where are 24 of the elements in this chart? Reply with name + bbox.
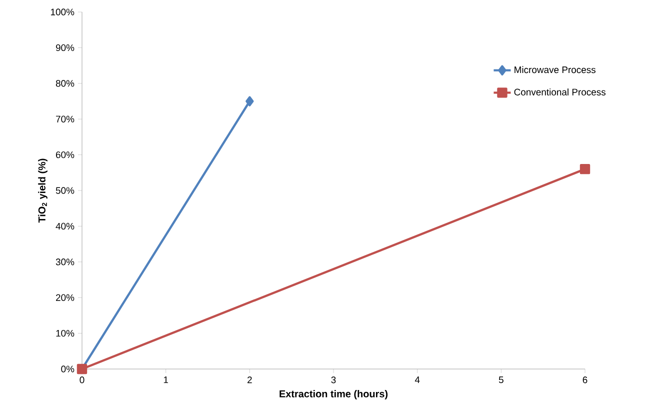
x-tick-label: 5: [498, 376, 504, 384]
point: [580, 164, 590, 174]
y-tick-label: 40%: [56, 222, 74, 230]
x-tick-label: 0: [80, 376, 84, 384]
y-tick-label: 100%: [50, 8, 74, 16]
y-tick-label: 30%: [56, 258, 74, 266]
x-tick-label: 4: [414, 376, 420, 384]
x-tick-label: 2: [248, 376, 252, 384]
x-axis-title: Extraction time (hours): [280, 390, 388, 400]
y-tick-label: 0%: [61, 366, 74, 372]
y-tick-label: 70%: [56, 116, 74, 122]
y-tick-label: 10%: [56, 330, 74, 337]
y-tick-label: 20%: [56, 294, 74, 301]
y-axis-title: TiO$_{2}$ yield (%): [38, 158, 48, 223]
point: [246, 96, 254, 106]
y-tick-label: 50%: [56, 187, 74, 194]
y-tick-label: 80%: [56, 80, 74, 87]
x-tick-label: 1: [164, 376, 168, 384]
x-tick-label: 3: [331, 376, 336, 384]
y-tick-label: 60%: [56, 151, 74, 158]
legend-label: Conventional Process: [514, 88, 606, 96]
legend-label: Microwave Process: [514, 66, 596, 74]
y-tick-label: 90%: [56, 44, 74, 52]
x-tick-label: 6: [582, 376, 588, 384]
